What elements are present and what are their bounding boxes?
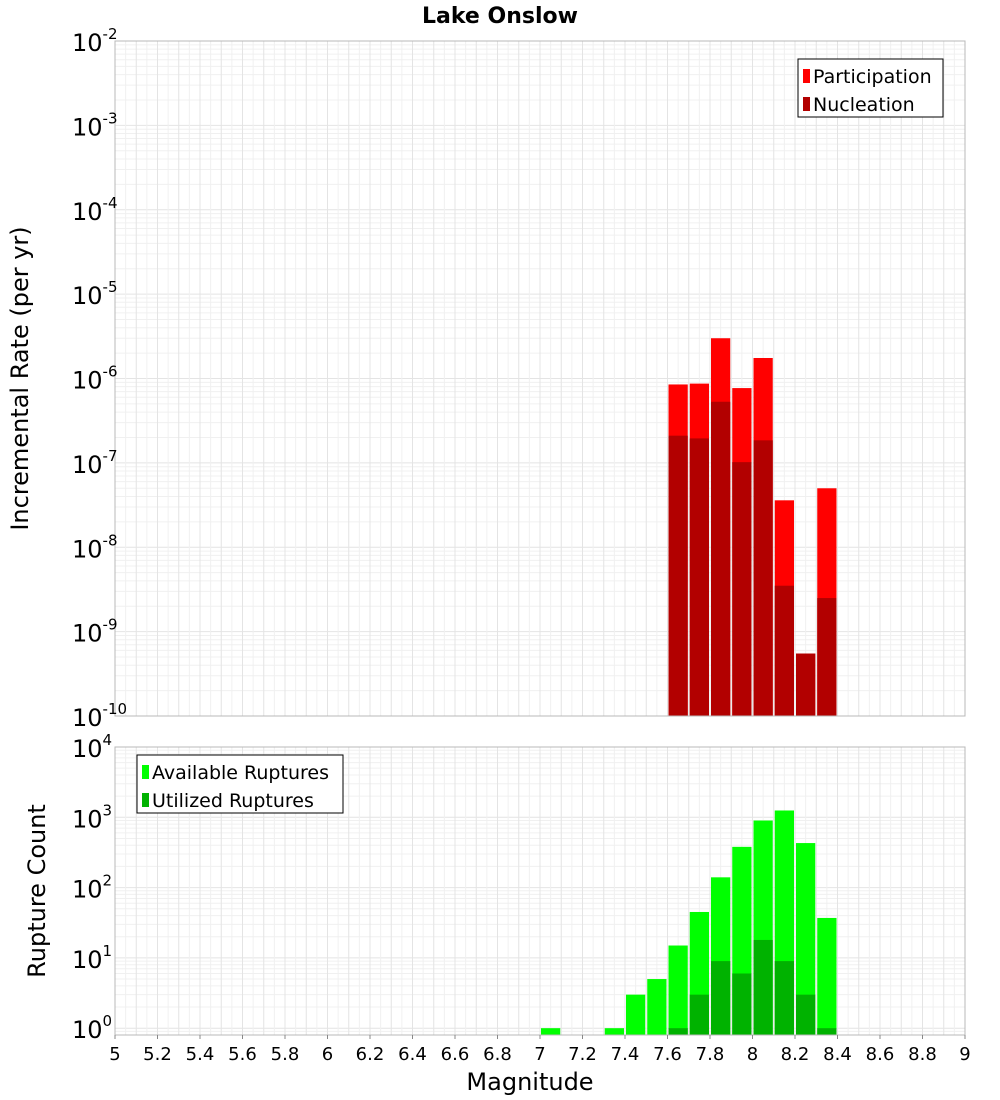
available-bar	[668, 945, 688, 1035]
available-bar	[626, 994, 646, 1035]
x-tick-label: 6.8	[483, 1044, 512, 1065]
rate-ytick-exponent: -5	[103, 278, 118, 296]
utilized-bar	[689, 994, 709, 1035]
rate-ytick-label: 10-2	[72, 25, 118, 57]
x-tick-label: 7	[534, 1044, 545, 1065]
count-legend-swatch	[142, 793, 149, 807]
x-tick-label: 9	[959, 1044, 970, 1065]
x-tick-label: 7.6	[653, 1044, 682, 1065]
x-tick-label: 5	[109, 1044, 120, 1065]
rate-ytick-exponent: -3	[103, 109, 118, 127]
utilized-bar	[753, 939, 773, 1035]
rate-ytick-label: 10-9	[72, 616, 118, 648]
rate-legend-swatch	[803, 97, 810, 111]
rate-ytick-exponent: -8	[103, 531, 118, 549]
nucleation-bar	[817, 598, 837, 716]
nucleation-bar	[796, 653, 816, 716]
x-tick-label: 8.2	[781, 1044, 810, 1065]
rate-ytick-exponent: -4	[103, 194, 118, 212]
rate-ytick-exponent: -6	[103, 363, 118, 381]
x-tick-label: 8.8	[908, 1044, 937, 1065]
count-y-axis-label: Rupture Count	[23, 804, 51, 978]
x-tick-label: 5.2	[143, 1044, 172, 1065]
count-legend-label: Utilized Ruptures	[152, 790, 314, 812]
count-legend-box	[136, 754, 344, 814]
rate-ytick-exponent: -10	[103, 700, 128, 718]
rate-ytick-exponent: -2	[103, 25, 118, 43]
rate-ytick-label: 10-5	[72, 278, 118, 310]
utilized-bar	[732, 973, 752, 1035]
x-tick-label: 7.4	[611, 1044, 640, 1065]
count-ytick-label: 101	[72, 942, 112, 974]
rate-ytick-label: 10-8	[72, 531, 118, 563]
utilized-bar	[774, 961, 794, 1035]
x-tick-label: 5.8	[271, 1044, 300, 1065]
count-ytick-exponent: 2	[103, 872, 113, 890]
count-ytick-exponent: 4	[103, 731, 113, 749]
available-bar	[817, 917, 837, 1035]
count-ytick-label: 103	[72, 801, 112, 833]
count-ytick-exponent: 0	[103, 1012, 113, 1030]
rate-y-axis-label: Incremental Rate (per yr)	[6, 226, 34, 530]
x-tick-label: 6	[322, 1044, 333, 1065]
rate-ytick-exponent: -9	[103, 616, 118, 634]
nucleation-bar	[774, 585, 794, 716]
rate-ytick-label: 10-3	[72, 109, 118, 141]
count-ytick-exponent: 1	[103, 942, 113, 960]
rate-plot-frame	[114, 40, 966, 717]
x-tick-label: 8	[747, 1044, 758, 1065]
rate-ytick-exponent: -7	[103, 447, 118, 465]
x-tick-label: 7.2	[568, 1044, 597, 1065]
x-tick-label: 8.6	[866, 1044, 895, 1065]
utilized-bar	[668, 1028, 688, 1035]
available-bar	[796, 843, 816, 1035]
rate-legend-label: Participation	[813, 66, 932, 88]
available-bar	[647, 979, 667, 1035]
count-ytick-exponent: 3	[103, 801, 113, 819]
rate-ytick-label: 10-4	[72, 194, 118, 226]
utilized-bars	[668, 939, 837, 1035]
rate-ytick-label: 10-6	[72, 363, 118, 395]
nucleation-bar	[732, 462, 752, 716]
x-tick-label: 6.2	[356, 1044, 385, 1065]
rate-grid	[114, 41, 966, 717]
count-ytick-label: 102	[72, 872, 112, 904]
x-tick-label: 6.4	[398, 1044, 427, 1065]
x-tick-label: 8.4	[823, 1044, 852, 1065]
x-tick-label: 6.6	[441, 1044, 470, 1065]
nucleation-bar	[711, 401, 731, 716]
count-legend: Available Ruptures Utilized Ruptures	[136, 754, 344, 814]
count-ytick-label: 100	[72, 1012, 112, 1044]
rate-legend: Participation Nucleation	[797, 58, 944, 118]
x-axis-label: Magnitude	[466, 1068, 593, 1096]
count-ytick-label: 104	[72, 731, 112, 763]
rate-legend-label: Nucleation	[813, 94, 915, 116]
nucleation-bar	[668, 435, 688, 716]
rate-ytick-label: 10-10	[72, 700, 127, 732]
rate-legend-box	[797, 58, 944, 118]
chart-title: Lake Onslow	[422, 4, 578, 29]
count-legend-swatch	[142, 765, 149, 779]
rate-legend-swatch	[803, 69, 810, 83]
available-bar	[541, 1028, 561, 1035]
x-tick-label: 7.8	[696, 1044, 725, 1065]
available-bar	[604, 1028, 624, 1035]
utilized-bar	[796, 994, 816, 1035]
nucleation-bars	[668, 401, 837, 716]
utilized-bar	[711, 961, 731, 1035]
nucleation-bar	[689, 438, 709, 716]
x-tick-label: 5.4	[186, 1044, 215, 1065]
x-tick-label: 5.6	[228, 1044, 257, 1065]
utilized-bar	[817, 1028, 837, 1035]
rate-ytick-label: 10-7	[72, 447, 118, 479]
count-legend-label: Available Ruptures	[152, 762, 329, 784]
nucleation-bar	[753, 440, 773, 716]
